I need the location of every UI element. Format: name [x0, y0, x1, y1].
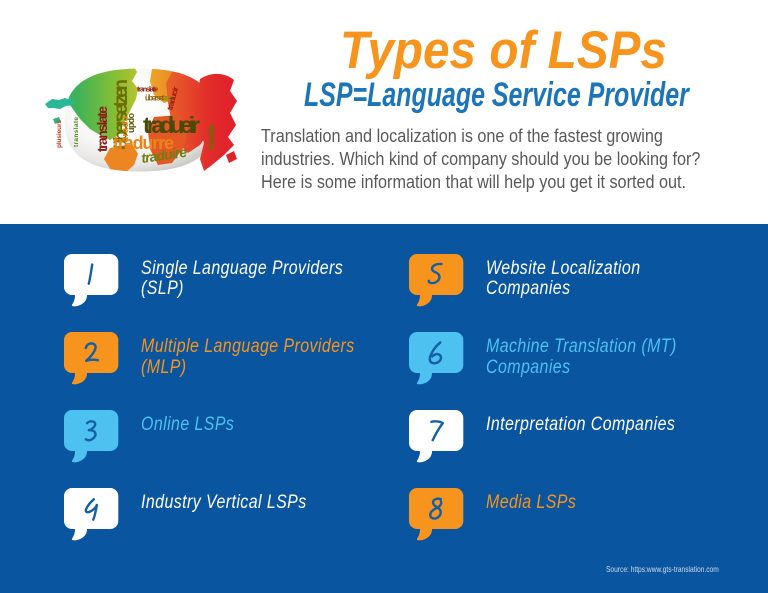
- svg-text:tradueir: tradueir: [143, 112, 200, 138]
- svg-text:translate: translate: [137, 87, 158, 94]
- svg-text:translate: translate: [94, 106, 110, 152]
- svg-text:updo: updo: [126, 113, 136, 134]
- svg-text:translate: translate: [207, 123, 216, 150]
- svg-text:traduire: traduire: [140, 144, 188, 166]
- svg-text:translate: translate: [73, 117, 80, 147]
- svg-text:plusieurs: plusieurs: [56, 120, 63, 148]
- svg-text:übersetzen: übersetzen: [145, 94, 173, 103]
- svg-text:tradu: tradu: [120, 116, 130, 140]
- svg-text:tradurre: tradurre: [113, 133, 174, 153]
- svg-text:übersetzen: übersetzen: [111, 79, 132, 150]
